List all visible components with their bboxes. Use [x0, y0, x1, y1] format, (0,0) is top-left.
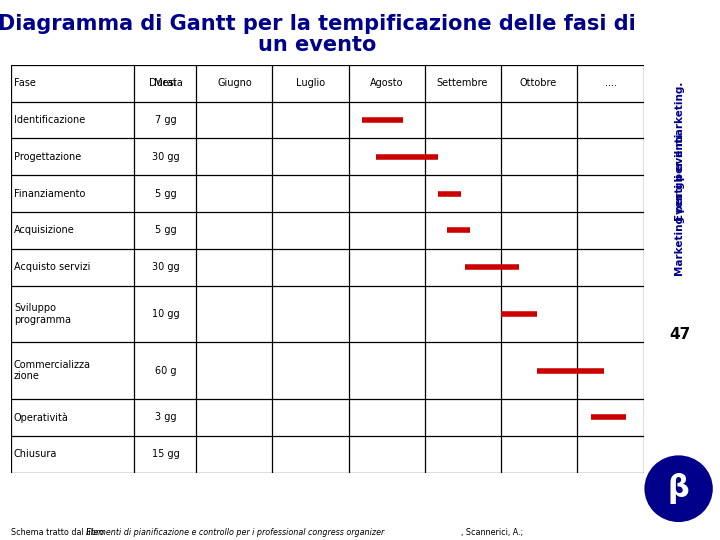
Text: Identificazione: Identificazione	[14, 115, 85, 125]
Text: Elementi di pianificazione e controllo per i professional congress organizer: Elementi di pianificazione e controllo p…	[86, 528, 384, 537]
Text: Progettazione: Progettazione	[14, 152, 81, 162]
Text: 5 gg: 5 gg	[155, 188, 176, 199]
Text: , Scannerici, A.;: , Scannerici, A.;	[461, 528, 523, 537]
Text: 30 gg: 30 gg	[152, 152, 179, 162]
Text: 47: 47	[670, 327, 691, 342]
Text: 60 g: 60 g	[155, 366, 176, 376]
Text: β: β	[667, 473, 690, 504]
Text: 15 gg: 15 gg	[151, 449, 179, 459]
Text: Marketing per gli eventi: Marketing per gli eventi	[675, 134, 685, 276]
Text: Giugno: Giugno	[217, 78, 252, 88]
Text: Fase: Fase	[14, 78, 36, 88]
Text: Acquisizione: Acquisizione	[14, 225, 75, 235]
Text: 5 gg: 5 gg	[155, 225, 176, 235]
Text: Eventi per il marketing.: Eventi per il marketing.	[675, 82, 685, 221]
Text: 30 gg: 30 gg	[152, 262, 179, 272]
Text: Mesi: Mesi	[154, 78, 176, 88]
Text: Schema tratto dal libro: Schema tratto dal libro	[11, 528, 107, 537]
Text: Sviluppo
programma: Sviluppo programma	[14, 303, 71, 325]
Text: Settembre: Settembre	[437, 78, 488, 88]
Text: un evento: un evento	[258, 35, 376, 55]
Text: Chiusura: Chiusura	[14, 449, 58, 459]
Text: Ottobre: Ottobre	[520, 78, 557, 88]
Text: 10 gg: 10 gg	[152, 309, 179, 319]
Text: 3 gg: 3 gg	[155, 413, 176, 422]
Text: ....: ....	[605, 78, 616, 88]
Text: Agosto: Agosto	[370, 78, 403, 88]
Text: Commercializza
zione: Commercializza zione	[14, 360, 91, 381]
Text: 7 gg: 7 gg	[155, 115, 176, 125]
Text: Operatività: Operatività	[14, 412, 69, 422]
Text: Diagramma di Gantt per la tempificazione delle fasi di: Diagramma di Gantt per la tempificazione…	[0, 14, 636, 33]
Text: Finanziamento: Finanziamento	[14, 188, 86, 199]
Text: Luglio: Luglio	[296, 78, 325, 88]
Text: Durata: Durata	[148, 78, 182, 88]
Text: Acquisto servizi: Acquisto servizi	[14, 262, 90, 272]
Ellipse shape	[644, 455, 713, 522]
